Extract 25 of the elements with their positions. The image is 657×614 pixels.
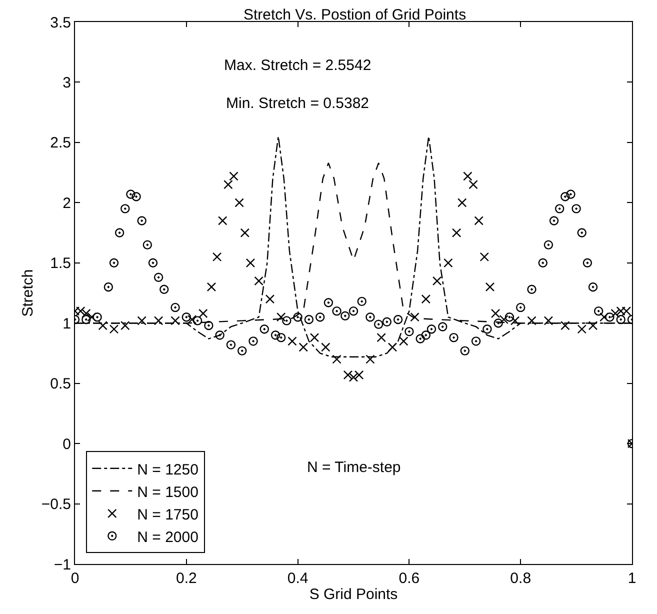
annotation: N = Time-step — [307, 459, 401, 476]
annotation: Min. Stretch = 0.5382 — [226, 95, 369, 112]
y-tick-label: 0.5 — [50, 376, 71, 393]
y-tick-label: 2.5 — [50, 134, 71, 152]
y-tick-label: 0 — [62, 436, 71, 453]
y-tick-label: 1 — [62, 315, 71, 332]
chart-title: Stretch Vs. Postion of Grid Points — [243, 6, 466, 24]
legend-label: N = 2000 — [137, 528, 198, 546]
x-tick-label: 0.2 — [176, 570, 197, 587]
x-tick-label: 0.6 — [398, 570, 420, 587]
x-axis-title: S Grid Points — [309, 586, 398, 603]
x-tick-label: 0.8 — [510, 570, 532, 587]
y-tick-label: −0.5 — [41, 496, 71, 514]
y-tick-label: 3.5 — [50, 14, 71, 32]
x-tick-label: 0.4 — [287, 570, 308, 587]
y-tick-label: 1.5 — [50, 255, 71, 272]
legend-label: N = 1250 — [137, 461, 198, 478]
y-tick-label: 3 — [62, 74, 71, 92]
legend-label: N = 1750 — [137, 506, 198, 524]
annotation: Max. Stretch = 2.5542 — [224, 57, 372, 74]
legend-label: N = 1500 — [137, 484, 198, 501]
y-tick-label: −1 — [54, 556, 71, 574]
y-axis-title: Stretch — [20, 269, 37, 317]
x-tick-label: 1 — [628, 570, 636, 587]
y-tick-label: 2 — [62, 194, 71, 212]
